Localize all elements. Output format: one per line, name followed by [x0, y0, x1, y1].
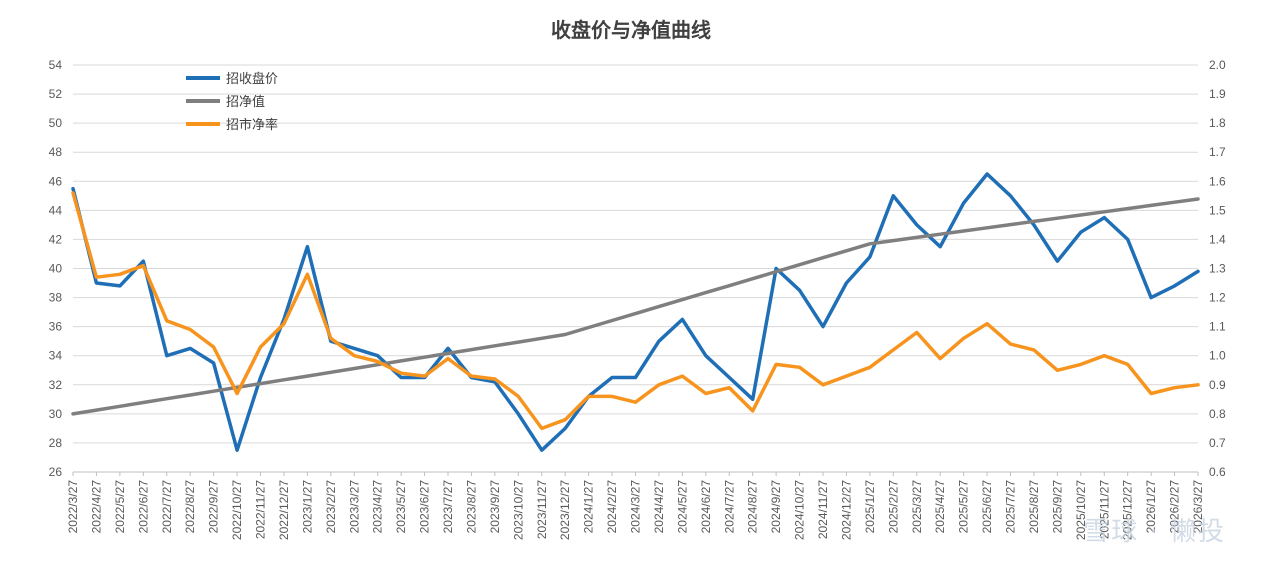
- x-tick-label: 2024/2/27: [605, 480, 619, 534]
- y-left-tick-label: 52: [49, 87, 63, 101]
- x-tick-label: 2022/12/27: [277, 480, 291, 540]
- x-tick-label: 2026/2/27: [1168, 480, 1182, 534]
- y-right-tick-label: 2.0: [1209, 58, 1226, 72]
- series-line-0: [71, 172, 1200, 452]
- x-tick-label: 2022/10/27: [230, 480, 244, 540]
- x-tick-label: 2025/10/27: [1074, 480, 1088, 540]
- y-left-tick-label: 26: [49, 465, 63, 479]
- x-tick-label: 2023/9/27: [488, 480, 502, 534]
- y-left-tick-label: 54: [49, 58, 63, 72]
- x-tick-label: 2023/3/27: [347, 480, 361, 534]
- x-tick-label: 2024/1/27: [582, 480, 596, 534]
- y-right-tick-label: 1.0: [1209, 349, 1226, 363]
- x-tick-label: 2023/7/27: [441, 480, 455, 534]
- legend-label-2: 招市净率: [226, 117, 278, 133]
- y-right-tick-label: 1.6: [1209, 174, 1226, 188]
- y-right-tick-label: 1.1: [1209, 320, 1226, 334]
- x-tick-label: 2024/11/27: [816, 480, 830, 539]
- legend-label-0: 招收盘价: [226, 71, 278, 87]
- x-tick-label: 2025/6/27: [980, 480, 994, 534]
- y-right-tick-label: 0.9: [1209, 378, 1226, 392]
- x-tick-label: 2025/2/27: [886, 480, 900, 534]
- x-tick-label: 2024/4/27: [652, 480, 666, 534]
- x-tick-label: 2026/3/27: [1191, 480, 1205, 534]
- x-tick-label: 2024/10/27: [793, 480, 807, 540]
- y-left-tick-label: 40: [49, 262, 63, 276]
- y-right-tick-label: 1.3: [1209, 262, 1226, 276]
- x-tick-label: 2023/10/27: [511, 480, 525, 540]
- y-left-tick-label: 36: [49, 320, 63, 334]
- y-left-tick-label: 50: [49, 116, 63, 130]
- x-tick-label: 2023/11/27: [535, 480, 549, 539]
- x-tick-label: 2023/8/27: [464, 480, 478, 534]
- x-tick-label: 2025/12/27: [1121, 480, 1135, 540]
- x-tick-label: 2022/7/27: [160, 480, 174, 534]
- x-tick-label: 2022/11/27: [254, 480, 268, 539]
- x-tick-label: 2022/4/27: [89, 480, 103, 534]
- x-tick-label: 2023/1/27: [300, 480, 314, 534]
- x-tick-label: 2025/9/27: [1050, 480, 1064, 534]
- x-tick-label: 2024/9/27: [769, 480, 783, 534]
- x-tick-label: 2022/6/27: [136, 480, 150, 534]
- legend-label-1: 招净值: [226, 94, 265, 110]
- y-left-tick-label: 46: [49, 174, 63, 188]
- x-tick-label: 2023/2/27: [324, 480, 338, 534]
- y-right-tick-label: 0.6: [1209, 465, 1226, 479]
- y-right-tick-label: 1.7: [1209, 145, 1226, 159]
- y-right-tick-label: 1.4: [1209, 232, 1226, 246]
- y-left-tick-label: 38: [49, 291, 63, 305]
- x-tick-label: 2022/3/27: [66, 480, 80, 534]
- y-right-tick-label: 1.9: [1209, 87, 1226, 101]
- x-tick-label: 2023/5/27: [394, 480, 408, 534]
- series-line-2: [71, 191, 1200, 431]
- y-left-tick-label: 32: [49, 378, 63, 392]
- x-tick-label: 2023/6/27: [418, 480, 432, 534]
- y-left-tick-label: 30: [49, 407, 63, 421]
- x-tick-label: 2022/9/27: [207, 480, 221, 534]
- x-tick-label: 2025/7/27: [1004, 480, 1018, 534]
- x-tick-label: 2025/5/27: [957, 480, 971, 534]
- y-right-tick-label: 1.5: [1209, 203, 1226, 217]
- x-tick-label: 2024/5/27: [675, 480, 689, 534]
- x-tick-label: 2025/8/27: [1027, 480, 1041, 534]
- x-tick-label: 2025/4/27: [933, 480, 947, 534]
- y-left-tick-label: 34: [49, 349, 63, 363]
- x-tick-label: 2024/12/27: [839, 480, 853, 540]
- y-right-tick-label: 1.8: [1209, 116, 1226, 130]
- y-right-tick-label: 0.8: [1209, 407, 1226, 421]
- x-tick-label: 2024/3/27: [629, 480, 643, 534]
- chart-title: 收盘价与净值曲线: [551, 18, 711, 42]
- x-tick-label: 2025/3/27: [910, 480, 924, 534]
- x-tick-label: 2023/12/27: [558, 480, 572, 540]
- x-tick-label: 2025/11/27: [1097, 480, 1111, 539]
- x-tick-label: 2026/1/27: [1144, 480, 1158, 534]
- x-tick-label: 2025/1/27: [863, 480, 877, 534]
- x-tick-label: 2024/6/27: [699, 480, 713, 534]
- x-tick-label: 2023/4/27: [371, 480, 385, 534]
- y-left-tick-label: 48: [49, 145, 63, 159]
- x-tick-label: 2022/8/27: [183, 480, 197, 534]
- x-tick-label: 2022/5/27: [113, 480, 127, 534]
- y-left-tick-label: 44: [49, 203, 63, 217]
- series-line-1: [71, 197, 1200, 416]
- y-left-tick-label: 42: [49, 232, 63, 246]
- y-left-tick-label: 28: [49, 436, 63, 450]
- watermark: 雪球 · 懒投: [1083, 517, 1226, 547]
- y-right-tick-label: 0.7: [1209, 436, 1226, 450]
- y-right-tick-label: 1.2: [1209, 291, 1226, 305]
- x-tick-label: 2024/7/27: [722, 480, 736, 534]
- x-tick-label: 2024/8/27: [746, 480, 760, 534]
